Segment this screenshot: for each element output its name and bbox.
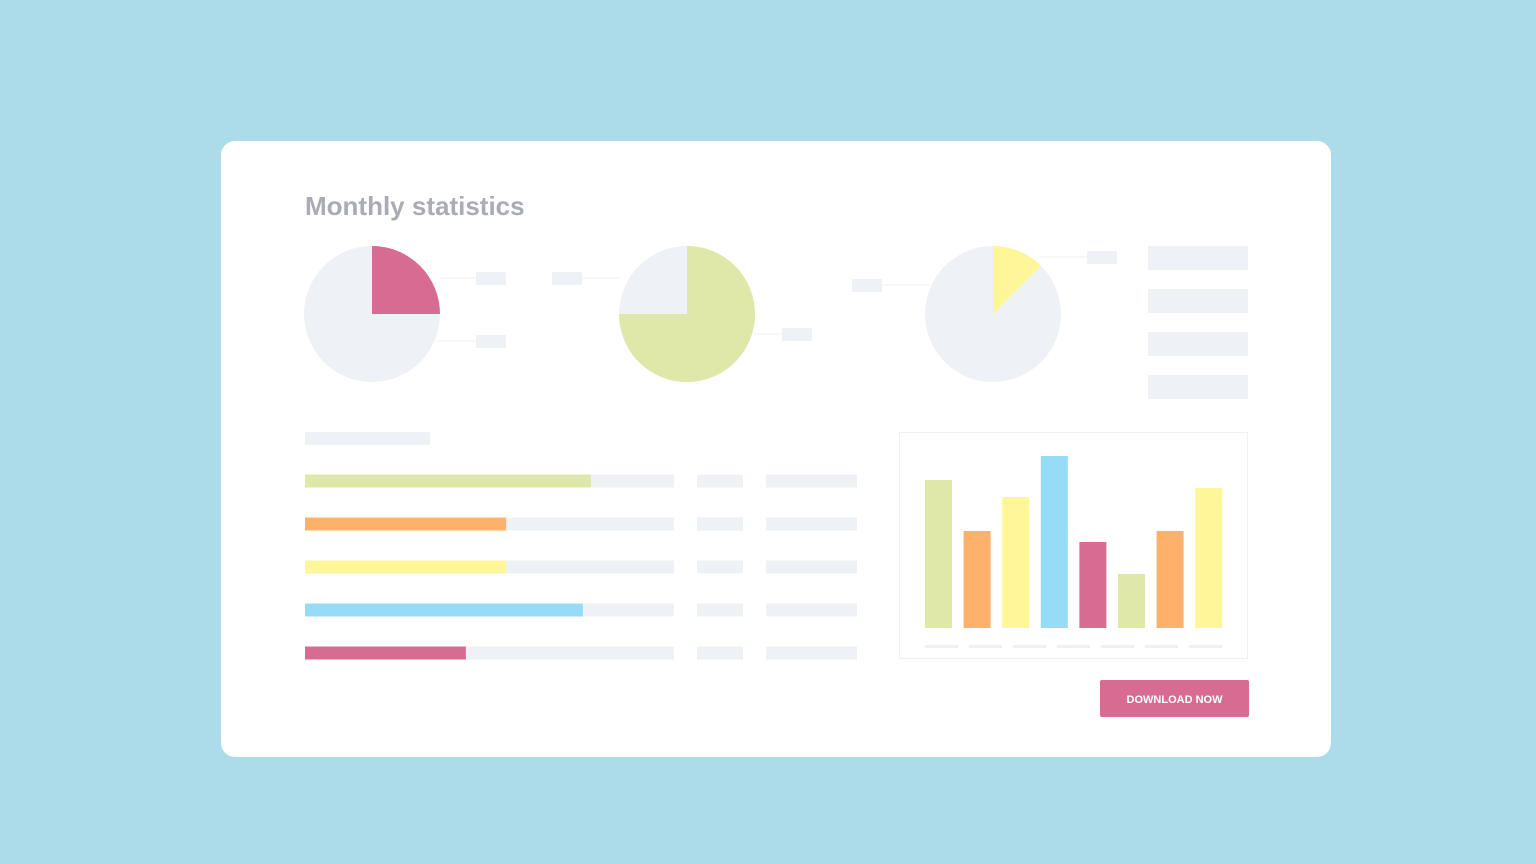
placeholder [697, 517, 743, 531]
placeholder [697, 560, 743, 574]
x-placeholder [1145, 645, 1178, 648]
pie-slice [993, 246, 1042, 314]
bar [1195, 488, 1223, 628]
pie-slice [619, 246, 755, 382]
placeholder [766, 560, 857, 574]
placeholder [766, 646, 857, 660]
progress-fill [305, 603, 583, 617]
progress-fill [305, 560, 507, 574]
x-placeholder [969, 645, 1002, 648]
placeholder [697, 646, 743, 660]
placeholder [766, 474, 857, 488]
bar [1118, 574, 1145, 628]
x-placeholder [1057, 645, 1090, 648]
progress-fill [305, 474, 591, 488]
placeholder [697, 474, 743, 488]
download-button[interactable] [1100, 680, 1249, 717]
placeholder [697, 603, 743, 617]
placeholder [766, 517, 857, 531]
x-placeholder [1101, 645, 1134, 648]
bar [925, 480, 952, 628]
title: Monthly statistics [305, 191, 525, 221]
card [221, 141, 1331, 757]
progress-fill [305, 646, 466, 660]
bar [963, 531, 991, 628]
pie-slice [372, 246, 440, 314]
x-placeholder [1013, 645, 1046, 648]
bar [1156, 531, 1184, 628]
x-placeholder [1189, 645, 1222, 648]
placeholders [305, 246, 1248, 659]
bar [1079, 542, 1107, 628]
placeholder [766, 603, 857, 617]
progress-fill [305, 517, 507, 531]
x-placeholder [925, 645, 958, 648]
bar [1040, 456, 1068, 628]
download-label[interactable]: DOWNLOAD NOW [1127, 694, 1224, 706]
bar [1002, 497, 1030, 628]
